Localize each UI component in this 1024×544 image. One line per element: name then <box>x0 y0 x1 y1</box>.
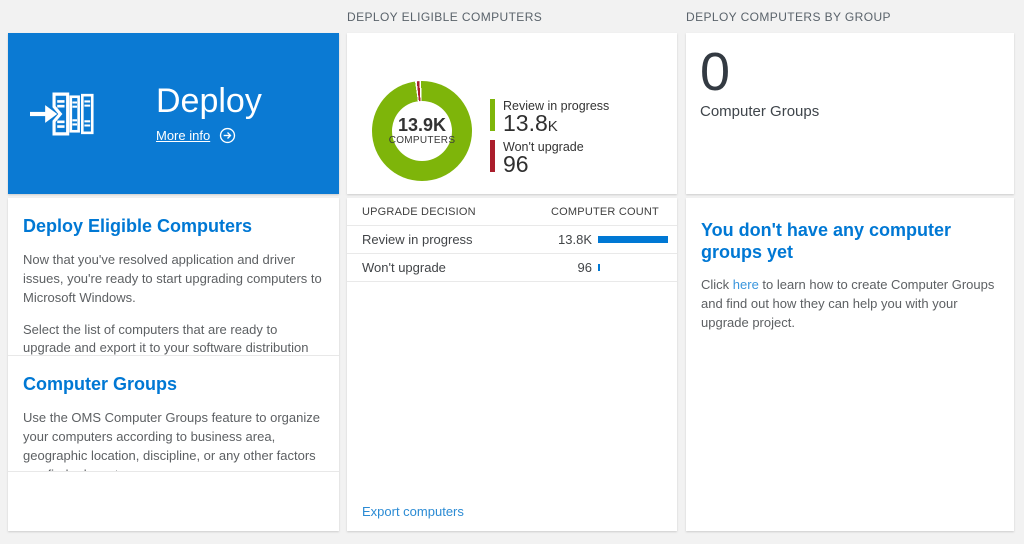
deploy-tile[interactable]: Deploy More info <box>8 33 339 194</box>
legend-entry-review-in-progress: Review in progress 13.8K <box>490 99 609 137</box>
arrow-right-circle-icon[interactable] <box>219 127 236 144</box>
deploy-overview-column: Deploy More info Deploy Eligible Compute… <box>8 0 339 531</box>
computer-groups-count-label: Computer Groups <box>700 103 820 121</box>
row-label: Review in progress <box>362 232 473 247</box>
deploy-dashboard: Deploy More info Deploy Eligible Compute… <box>8 0 1014 531</box>
count-bar <box>598 264 601 271</box>
donut-total-value: 13.9K <box>397 114 447 135</box>
donut-chart[interactable]: 13.9K COMPUTERS <box>372 81 472 181</box>
row-bar-track <box>598 264 668 271</box>
donut-total-label: COMPUTERS <box>388 135 456 147</box>
eligible-computers-chart-card[interactable]: 13.9K COMPUTERS Review in progress 13.8K… <box>347 33 677 194</box>
no-groups-heading: You don't have any computer groups yet <box>701 220 951 262</box>
left-column-header-spacer <box>8 0 339 33</box>
column-header-computer-count: COMPUTER COUNT <box>551 205 659 218</box>
empty-section <box>8 472 339 531</box>
chart-legend: Review in progress 13.8K Won't upgrade 9… <box>490 99 609 181</box>
deploy-tile-text: Deploy More info <box>156 81 262 144</box>
computer-groups-count: 0 <box>700 42 731 102</box>
legend-label: Won't upgrade <box>503 140 584 154</box>
legend-swatch-red <box>490 140 495 172</box>
more-info-link[interactable]: More info <box>156 128 211 144</box>
count-bar <box>598 236 668 243</box>
legend-swatch-green <box>490 99 495 131</box>
computer-groups-column: DEPLOY COMPUTERS BY GROUP 0 Computer Gro… <box>686 0 1014 531</box>
legend-label: Review in progress <box>503 99 610 113</box>
tile-title: Deploy <box>156 81 262 120</box>
row-count: 96 <box>577 260 592 275</box>
deploy-eligible-computers-section: Deploy Eligible Computers Now that you'v… <box>8 198 339 356</box>
section-paragraph: Use the OMS Computer Groups feature to o… <box>23 409 320 471</box>
computer-groups-section: Computer Groups Use the OMS Computer Gro… <box>8 356 339 472</box>
upgrade-decision-table-card: UPGRADE DECISION COMPUTER COUNT Review i… <box>347 198 677 531</box>
section-heading-computer-groups: Computer Groups <box>23 374 178 394</box>
row-bar-track <box>598 236 668 243</box>
column-header-deploy-computers-by-group: DEPLOY COMPUTERS BY GROUP <box>686 10 891 24</box>
legend-value: 96 <box>503 151 529 177</box>
no-computer-groups-card: You don't have any computer groups yet C… <box>686 198 1014 531</box>
row-label: Won't upgrade <box>362 260 446 275</box>
section-heading-deploy-eligible-computers: Deploy Eligible Computers <box>23 216 253 236</box>
row-count: 13.8K <box>558 232 592 247</box>
section-paragraph: Now that you've resolved application and… <box>23 251 322 305</box>
column-header-deploy-eligible-computers: DEPLOY ELIGIBLE COMPUTERS <box>347 10 543 24</box>
table-row-review-in-progress[interactable]: Review in progress 13.8K <box>347 226 677 254</box>
computer-groups-count-card[interactable]: 0 Computer Groups <box>686 33 1014 194</box>
section-paragraph: Select the list of computers that are re… <box>23 321 309 356</box>
table-row-wont-upgrade[interactable]: Won't upgrade 96 <box>347 254 677 282</box>
column-header-upgrade-decision: UPGRADE DECISION <box>362 205 476 218</box>
export-computers-link[interactable]: Export computers <box>362 504 464 519</box>
no-groups-text: Click here to learn how to create Comput… <box>701 277 995 331</box>
legend-value: 13.8K <box>503 110 558 136</box>
deploy-info-card: Deploy Eligible Computers Now that you'v… <box>8 198 339 531</box>
deploy-eligible-computers-column: DEPLOY ELIGIBLE COMPUTERS 13.9K COMPUTER… <box>347 0 677 531</box>
here-link[interactable]: here <box>732 277 759 293</box>
donut-center: 13.9K COMPUTERS <box>389 101 455 161</box>
legend-entry-wont-upgrade: Won't upgrade 96 <box>490 140 609 178</box>
deploy-books-arrow-icon <box>30 87 98 141</box>
table-header-row: UPGRADE DECISION COMPUTER COUNT <box>347 198 677 226</box>
